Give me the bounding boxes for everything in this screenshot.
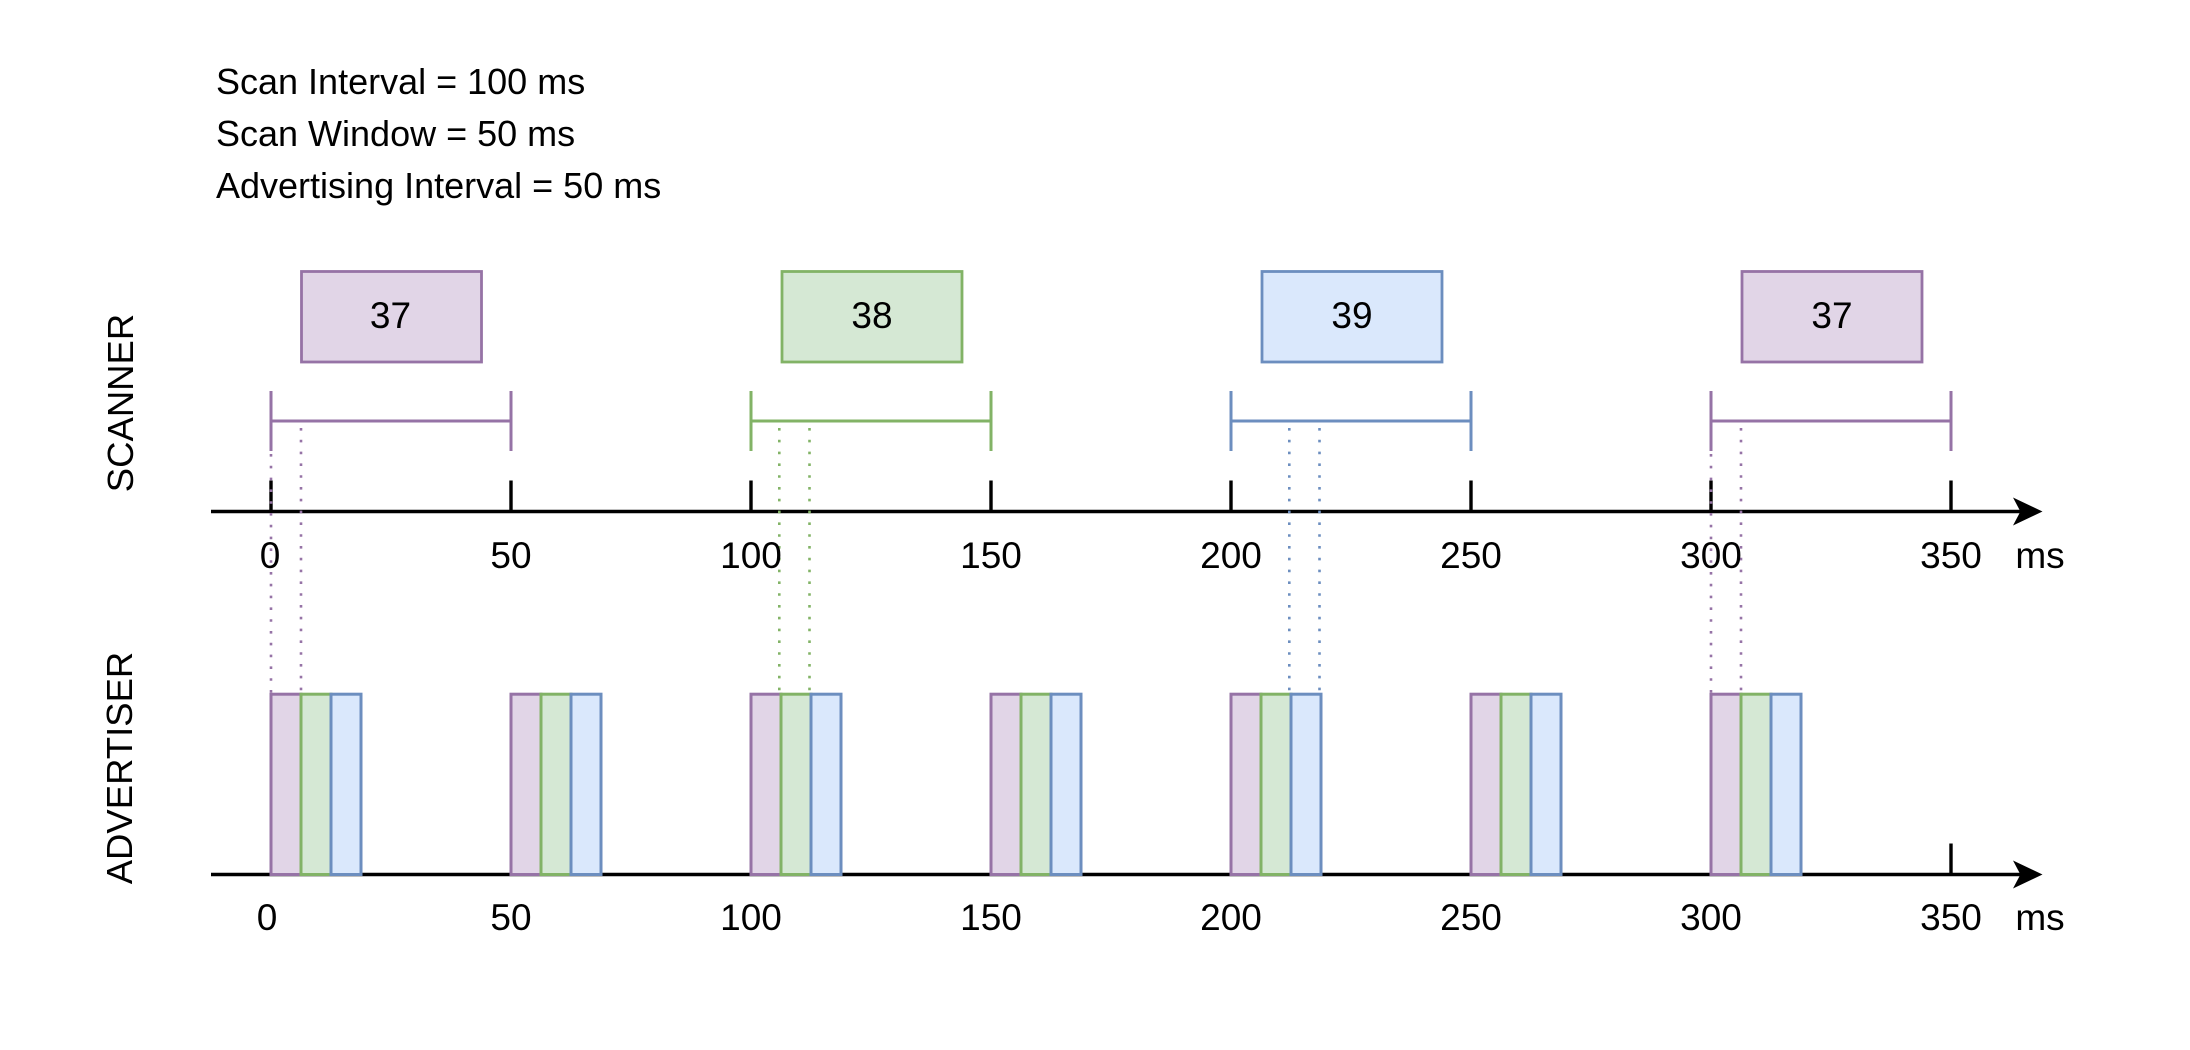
svg-text:100: 100 [720,535,782,576]
svg-text:300: 300 [1680,535,1742,576]
svg-text:ms: ms [2015,897,2064,938]
svg-text:200: 200 [1200,897,1262,938]
svg-text:ADVERTISER: ADVERTISER [99,652,140,885]
svg-text:Advertising Interval = 50 ms: Advertising Interval = 50 ms [216,165,661,206]
svg-text:37: 37 [1811,295,1852,336]
svg-text:200: 200 [1200,535,1262,576]
svg-text:250: 250 [1440,535,1502,576]
svg-text:ms: ms [2015,535,2064,576]
svg-text:0: 0 [257,897,278,938]
svg-text:350: 350 [1920,535,1982,576]
svg-text:50: 50 [490,535,531,576]
svg-text:Scan Window = 50 ms: Scan Window = 50 ms [216,113,575,154]
svg-text:37: 37 [370,295,411,336]
svg-text:50: 50 [490,897,531,938]
svg-text:300: 300 [1680,897,1742,938]
svg-text:39: 39 [1331,295,1372,336]
svg-text:250: 250 [1440,897,1502,938]
svg-text:0: 0 [260,535,281,576]
svg-text:150: 150 [960,535,1022,576]
svg-text:SCANNER: SCANNER [100,314,141,492]
svg-text:100: 100 [720,897,782,938]
svg-text:38: 38 [851,295,892,336]
svg-text:150: 150 [960,897,1022,938]
svg-text:350: 350 [1920,897,1982,938]
svg-text:Scan Interval = 100 ms: Scan Interval = 100 ms [216,61,585,102]
